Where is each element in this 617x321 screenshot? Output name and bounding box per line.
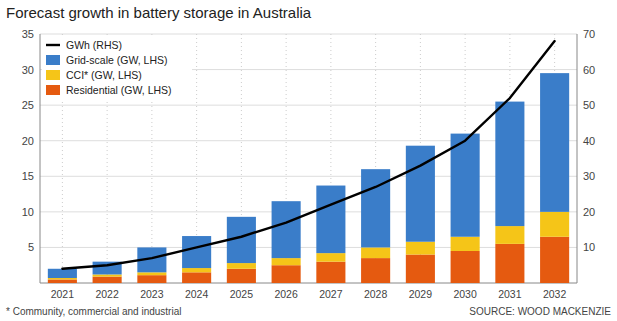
bar bbox=[272, 258, 301, 265]
bar bbox=[406, 255, 435, 283]
bar bbox=[540, 73, 569, 212]
annotation: * Community, commercial and industrial bbox=[6, 306, 181, 317]
y-tick-label: 35 bbox=[22, 28, 34, 40]
grid-line bbox=[40, 34, 577, 35]
bar bbox=[495, 226, 524, 244]
legend-swatch bbox=[46, 70, 60, 80]
y-tick-label: 15 bbox=[22, 170, 34, 182]
bar bbox=[93, 277, 122, 283]
y-tick-label: 30 bbox=[22, 64, 34, 76]
bar bbox=[272, 265, 301, 283]
y2-tick-label: 10 bbox=[583, 241, 595, 253]
marks bbox=[48, 41, 569, 283]
bar bbox=[540, 237, 569, 283]
x-tick-label: 2029 bbox=[409, 288, 433, 300]
y2-tick-label: 20 bbox=[583, 206, 595, 218]
bar bbox=[272, 201, 301, 258]
x-tick-label: 2027 bbox=[319, 288, 343, 300]
legend-background bbox=[42, 35, 192, 99]
x-tick-label: 2032 bbox=[543, 288, 567, 300]
y2-tick-label: 30 bbox=[583, 170, 595, 182]
legend: GWh (RHS) Grid-scale (GW, LHS) CCI* (GW, L… bbox=[42, 35, 192, 99]
bar bbox=[495, 102, 524, 227]
y-tick-label: 25 bbox=[22, 99, 34, 111]
y2-tick-label: 60 bbox=[583, 64, 595, 76]
x-tick-label: 2022 bbox=[95, 288, 119, 300]
legend-swatch bbox=[46, 55, 60, 65]
bar bbox=[361, 258, 390, 283]
y-axis-line bbox=[40, 34, 41, 283]
y2-axis-line bbox=[577, 34, 578, 283]
bar bbox=[316, 262, 345, 283]
line bbox=[62, 41, 554, 269]
legend-swatch bbox=[46, 85, 60, 95]
grid bbox=[40, 34, 577, 283]
bar bbox=[182, 272, 211, 283]
x-tick-label: 2028 bbox=[364, 288, 388, 300]
legend-label: Grid-scale (GW, LHS) bbox=[66, 54, 168, 66]
y-tick-label: 20 bbox=[22, 135, 34, 147]
annotation: SOURCE: WOOD MACKENZIE bbox=[469, 306, 611, 317]
bar bbox=[451, 237, 480, 251]
bar bbox=[137, 275, 166, 283]
bar bbox=[406, 242, 435, 255]
bar bbox=[48, 279, 77, 283]
bar bbox=[48, 278, 77, 279]
bar bbox=[48, 269, 77, 278]
bar bbox=[361, 247, 390, 258]
chart: Forecast growth in battery storage in Au… bbox=[0, 0, 617, 321]
bar bbox=[451, 251, 480, 283]
bar bbox=[540, 212, 569, 237]
legend-swatch bbox=[46, 44, 60, 46]
legend-label: GWh (RHS) bbox=[66, 39, 122, 51]
bar bbox=[93, 274, 122, 276]
x-tick-label: 2026 bbox=[274, 288, 298, 300]
bar bbox=[451, 134, 480, 237]
y2-tick-label: 70 bbox=[583, 28, 595, 40]
x-tick-label: 2023 bbox=[140, 288, 164, 300]
x-tick-label: 2031 bbox=[498, 288, 522, 300]
x-tick-label: 2025 bbox=[230, 288, 254, 300]
bar bbox=[227, 263, 256, 269]
bar bbox=[495, 244, 524, 283]
bar bbox=[182, 268, 211, 272]
bar bbox=[316, 186, 345, 254]
y-tick-label: 10 bbox=[22, 206, 34, 218]
y2-tick-label: 40 bbox=[583, 135, 595, 147]
legend-label: CCI* (GW, LHS) bbox=[66, 69, 142, 81]
bar bbox=[182, 236, 211, 268]
bar bbox=[137, 272, 166, 275]
y2-tick-label: 50 bbox=[583, 99, 595, 111]
y-tick-label: 5 bbox=[28, 241, 34, 253]
bar bbox=[316, 253, 345, 262]
x-tick-label: 2024 bbox=[185, 288, 209, 300]
x-tick-label: 2030 bbox=[453, 288, 477, 300]
title: Forecast growth in battery storage in Au… bbox=[6, 4, 312, 21]
x-tick-label: 2021 bbox=[51, 288, 75, 300]
bar bbox=[227, 269, 256, 283]
legend-label: Residential (GW, LHS) bbox=[66, 84, 172, 96]
